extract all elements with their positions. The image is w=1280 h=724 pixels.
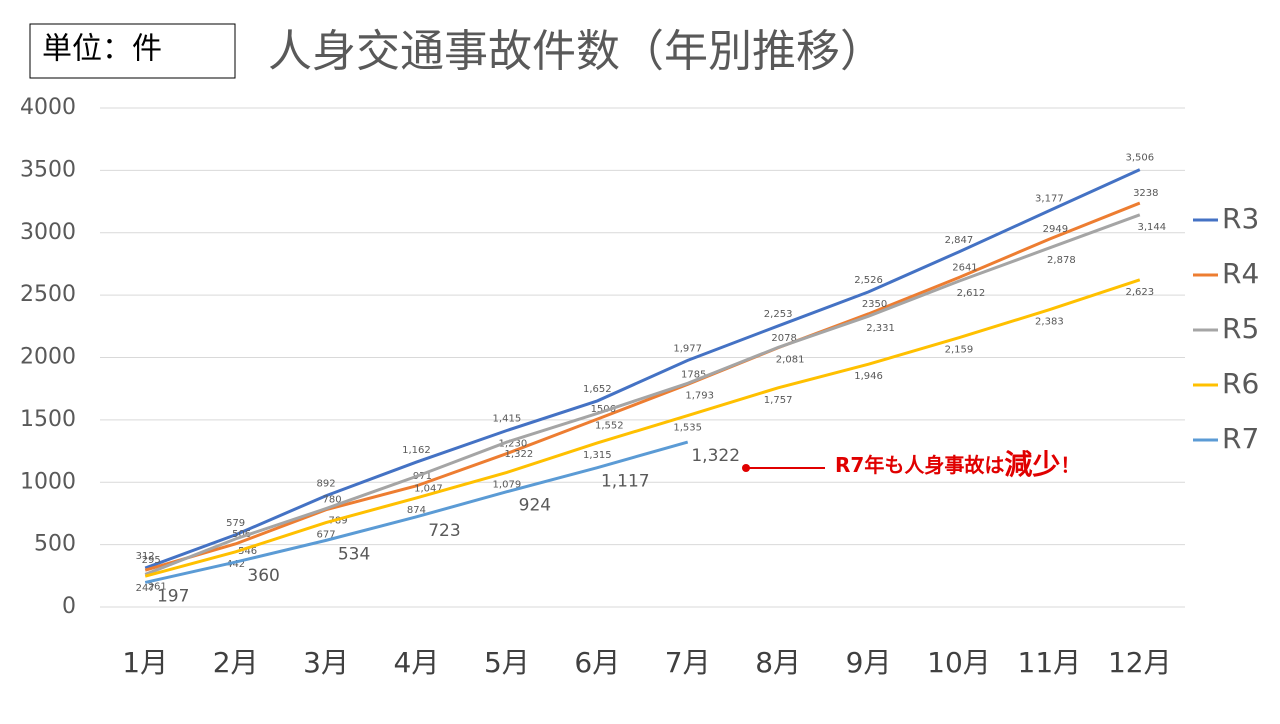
data-label: 442 (226, 559, 245, 570)
data-label: 3,506 (1125, 153, 1154, 164)
x-tick-label: 4月 (394, 646, 440, 679)
data-label: 1,757 (764, 395, 793, 406)
data-label: 2,612 (957, 288, 986, 299)
data-label: 2,383 (1035, 317, 1064, 328)
data-label: 1,552 (595, 420, 624, 431)
data-label: 892 (316, 479, 335, 490)
series-line (144, 213, 1141, 576)
data-label: 1,230 (499, 439, 528, 450)
data-label: 2,253 (764, 309, 793, 320)
y-tick-label: 1000 (20, 469, 76, 494)
data-label: 534 (338, 544, 370, 564)
data-label: 247 (136, 583, 155, 594)
data-label: 261 (148, 581, 167, 592)
series-line (144, 278, 1141, 578)
data-label: 3,177 (1035, 194, 1064, 205)
x-tick-label: 11月 (1018, 646, 1082, 679)
data-label: 2078 (771, 333, 796, 344)
y-tick-label: 0 (62, 594, 76, 619)
data-label: 1,079 (493, 479, 522, 490)
x-tick-label: 9月 (846, 646, 892, 679)
data-label: 2,331 (866, 323, 895, 334)
data-label: 1,946 (854, 371, 883, 382)
data-label: 2949 (1043, 224, 1068, 235)
x-tick-label: 2月 (213, 646, 259, 679)
y-tick-label: 2000 (20, 345, 76, 370)
y-tick-label: 500 (34, 532, 76, 557)
data-label: 1,535 (673, 423, 702, 434)
x-tick-label: 12月 (1108, 646, 1172, 679)
data-label: 295 (142, 555, 161, 566)
data-label: 1,315 (583, 450, 612, 461)
data-label: 2350 (862, 299, 887, 310)
data-label: 677 (316, 530, 335, 541)
legend-label: R5 (1222, 312, 1259, 345)
unit-box (29, 23, 236, 79)
unit-label: 単位：件 (42, 32, 162, 67)
y-tick-label: 3500 (20, 157, 76, 182)
data-label: 312 (136, 551, 155, 562)
annotation-part: ！ (1060, 453, 1080, 477)
x-tick-label: 7月 (665, 646, 711, 679)
data-label: 789 (328, 516, 347, 527)
data-label: 360 (247, 566, 279, 586)
series-line (144, 168, 1141, 570)
data-label: 197 (157, 586, 189, 606)
data-label: 2,847 (945, 235, 974, 246)
data-label: 2,623 (1125, 287, 1154, 298)
data-label: 1,793 (685, 390, 714, 401)
x-tick-label: 5月 (484, 646, 530, 679)
series-line (144, 201, 1141, 572)
x-tick-label: 1月 (122, 646, 168, 679)
series-line (144, 440, 689, 584)
data-label: 780 (322, 495, 341, 506)
data-label: 2641 (952, 263, 977, 274)
legend-label: R4 (1222, 257, 1259, 290)
data-label: 3,144 (1137, 222, 1166, 233)
data-label: 1,415 (493, 413, 522, 424)
legend-label: R3 (1222, 202, 1259, 235)
data-label: 1,977 (673, 343, 702, 354)
data-label: 723 (428, 521, 460, 541)
y-tick-label: 2500 (20, 282, 76, 307)
data-label: 1,117 (601, 472, 650, 492)
annotation-part: R7年も人身事故は (835, 453, 1004, 477)
x-tick-label: 6月 (574, 646, 620, 679)
chart-title: 人身交通事故件数（年別推移） (268, 26, 884, 77)
legend-label: R7 (1222, 422, 1259, 455)
data-label: 924 (519, 496, 551, 516)
x-tick-label: 10月 (927, 646, 991, 679)
x-tick-label: 3月 (303, 646, 349, 679)
data-label: 1,162 (402, 445, 431, 456)
data-label: 2,526 (854, 275, 883, 286)
y-tick-label: 3000 (20, 220, 76, 245)
data-label: 546 (238, 546, 257, 557)
data-label: 2,878 (1047, 255, 1076, 266)
data-label: 1506 (591, 404, 616, 415)
data-label: 3238 (1133, 188, 1158, 199)
data-label: 2,081 (776, 354, 805, 365)
annotation-dot (742, 464, 750, 472)
data-label: 874 (407, 505, 426, 516)
data-label: 506 (232, 529, 251, 540)
y-tick-label: 1500 (20, 407, 76, 432)
annotation: R7年も人身事故は減少！ (835, 448, 1080, 481)
data-label: 2,159 (945, 345, 974, 356)
data-label: 579 (226, 518, 245, 529)
data-label: 1,322 (505, 449, 534, 460)
x-tick-label: 8月 (755, 646, 801, 679)
data-label: 971 (413, 471, 432, 482)
data-label: 1,322 (691, 446, 740, 466)
data-label: 1,047 (414, 483, 443, 494)
y-tick-label: 4000 (20, 95, 76, 120)
annotation-part: 減少 (1004, 448, 1060, 481)
data-label: 1,652 (583, 384, 612, 395)
legend-label: R6 (1222, 367, 1259, 400)
data-label: 1785 (681, 369, 706, 380)
